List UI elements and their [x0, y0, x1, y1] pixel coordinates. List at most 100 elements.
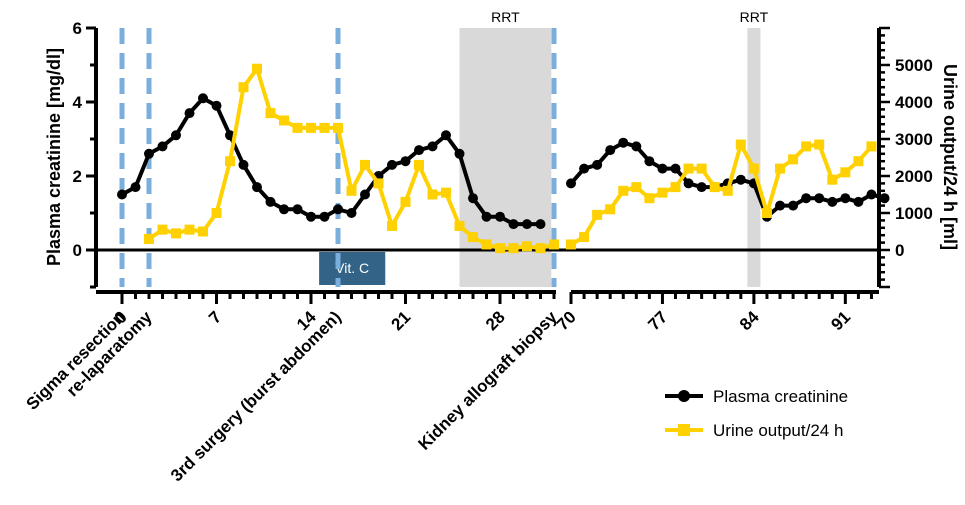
data-point	[801, 141, 812, 152]
data-point	[644, 156, 655, 167]
rrt-label: RRT	[491, 9, 520, 25]
data-point	[346, 208, 357, 218]
data-point	[683, 163, 694, 174]
data-point	[454, 148, 465, 159]
data-point	[373, 178, 384, 189]
data-point	[346, 185, 357, 196]
data-point	[605, 145, 616, 156]
data-point	[238, 159, 249, 170]
data-point	[840, 193, 851, 204]
data-point	[775, 200, 786, 211]
data-point	[468, 232, 478, 243]
data-point	[211, 208, 222, 218]
y-right-tick-label: 5000	[895, 56, 933, 75]
data-point	[306, 122, 316, 133]
data-point	[387, 220, 397, 231]
data-point	[657, 187, 668, 198]
data-point	[631, 182, 642, 193]
data-point	[827, 174, 838, 185]
data-point	[468, 193, 478, 204]
data-point	[400, 196, 411, 207]
data-point	[157, 141, 168, 152]
data-point	[775, 163, 786, 174]
data-point	[508, 219, 519, 230]
data-point	[879, 193, 890, 204]
y-left-tick-label: 0	[73, 241, 82, 260]
data-point	[211, 100, 222, 111]
legend: Plasma creatinine Urine output/24 h	[665, 387, 848, 440]
data-point	[265, 108, 276, 119]
x-tick-label: 77	[644, 307, 671, 334]
data-point	[853, 156, 864, 167]
data-point	[748, 163, 759, 174]
data-point	[618, 137, 629, 148]
data-point	[508, 243, 519, 254]
data-point	[696, 163, 707, 174]
data-point	[171, 130, 181, 141]
data-point	[441, 130, 451, 141]
data-point	[279, 204, 289, 215]
data-point	[144, 148, 154, 159]
data-point	[184, 224, 195, 235]
legend-swatch-marker	[678, 424, 690, 436]
data-point	[292, 204, 303, 215]
y-right-tick-label: 4000	[895, 93, 933, 112]
legend-swatch-marker	[678, 390, 690, 402]
data-point	[853, 196, 864, 207]
x-tick-label: 91	[827, 307, 854, 334]
data-point	[279, 115, 289, 126]
y-left-tick-label: 6	[73, 19, 82, 38]
y-right-tick-label: 0	[895, 241, 904, 260]
x-tick-label: 84	[736, 307, 763, 334]
data-point	[592, 159, 603, 170]
data-point	[644, 193, 655, 204]
data-point	[866, 189, 877, 200]
data-point	[709, 182, 720, 193]
data-point	[827, 196, 838, 207]
data-point	[481, 211, 492, 222]
data-point	[481, 239, 492, 250]
data-point	[761, 208, 772, 218]
data-point	[657, 163, 668, 174]
vit-c-label: Vit. C	[335, 260, 369, 276]
data-point	[495, 211, 505, 222]
x-tick-label: 7	[205, 307, 225, 327]
data-point	[670, 163, 681, 174]
data-point	[495, 243, 505, 254]
data-point	[579, 163, 590, 174]
y-right-tick-label: 1000	[895, 204, 933, 223]
data-point	[522, 241, 532, 252]
data-point	[414, 159, 424, 170]
data-point	[360, 189, 370, 200]
data-point	[292, 122, 303, 133]
data-point	[735, 174, 746, 185]
data-point	[333, 122, 343, 133]
rrt-shaded-region	[747, 28, 761, 287]
data-point	[579, 232, 590, 243]
data-point	[427, 189, 438, 200]
data-point	[387, 159, 397, 170]
data-point	[605, 204, 616, 215]
data-point	[333, 204, 343, 215]
data-point	[130, 182, 141, 193]
data-point	[788, 154, 799, 165]
data-point	[198, 226, 208, 237]
data-point	[454, 220, 465, 231]
event-label: 3rd surgery (burst abdomen)	[167, 307, 345, 485]
shaded-regions-layer: RRT RRT Vit. C	[319, 9, 769, 287]
data-point	[696, 182, 707, 193]
labels-layer: Plasma creatinine [mg/dl] Urine output/2…	[44, 48, 960, 266]
y-left-tick-label: 2	[73, 167, 82, 186]
data-point	[618, 185, 629, 196]
data-point	[535, 219, 546, 230]
data-point	[144, 233, 154, 244]
vit-c-box	[319, 252, 386, 285]
event-label: Kidney allograft biopsy	[414, 307, 561, 454]
data-point	[157, 224, 168, 235]
data-point	[400, 156, 411, 167]
data-point	[592, 209, 603, 220]
data-point	[360, 159, 370, 170]
data-point	[319, 211, 330, 222]
data-point	[171, 228, 181, 239]
